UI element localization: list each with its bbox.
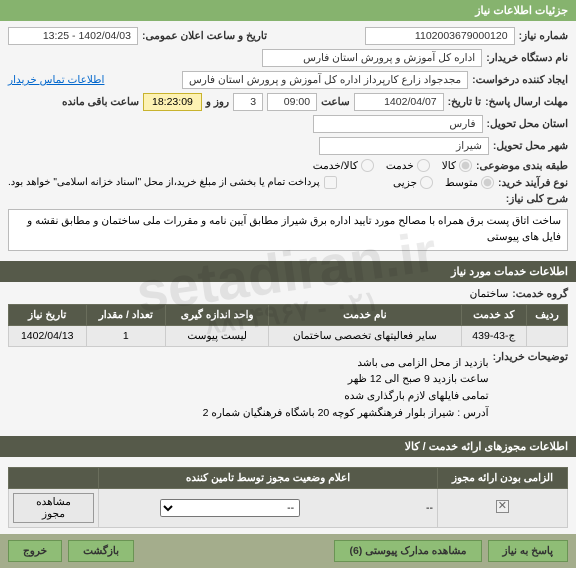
services-header-row: ردیف کد خدمت نام خدمت واحد اندازه گیری ت…: [9, 304, 568, 325]
purchase-radio-group: متوسط جزیی: [393, 176, 494, 189]
keyword-label: شرح کلی نیاز:: [506, 193, 568, 205]
creator-value: مجدجواد زارع کارپرداز اداره کل آموزش و پ…: [182, 71, 468, 89]
at-label: ساعت: [321, 96, 350, 108]
province-value: فارس: [313, 115, 483, 133]
cell-name: سایر فعالیتهای تخصصی ساختمان: [269, 325, 461, 346]
topic-class-label: طبقه بندی موضوعی:: [476, 160, 568, 172]
radio-both[interactable]: کالا/خدمت: [313, 159, 374, 172]
perm-dash: --: [426, 502, 433, 514]
note-line: بازدید از محل الزامی می باشد: [203, 355, 489, 372]
days-label: روز و: [206, 96, 229, 108]
topic-radio-group: کالا خدمت کالا/خدمت: [313, 159, 472, 172]
contact-link[interactable]: اطلاعات تماس خریدار: [8, 74, 104, 86]
pay-note-check: پرداخت تمام یا بخشی از مبلغ خرید،از محل …: [8, 176, 337, 189]
cell-qty: 1: [86, 325, 166, 346]
buyer-note-label: توضیحات خریدار:: [493, 351, 568, 363]
permits-section-title: اطلاعات مجوزهای ارائه خدمت / کالا: [0, 436, 576, 457]
cell-row: [527, 325, 568, 346]
perm-status-cell: -- --: [99, 488, 438, 527]
province-label: استان محل تحویل:: [487, 118, 568, 130]
perm-status-select[interactable]: --: [160, 499, 300, 517]
need-no-label: شماره نیاز:: [519, 30, 568, 42]
note-line: تمامی فایلهای لازم بارگذاری شده: [203, 388, 489, 405]
panel-title: جزئیات اطلاعات نیاز: [0, 0, 576, 21]
device-label: نام دستگاه خریدار:: [486, 52, 568, 64]
note-line: ساعت بازدید 9 صبح الی 12 ظهر: [203, 371, 489, 388]
radio-small[interactable]: جزیی: [393, 176, 433, 189]
perm-col-mandatory: الزامی بودن ارائه مجوز: [438, 467, 568, 488]
attachments-button[interactable]: مشاهده مدارک پیوستی (6): [334, 540, 481, 562]
radio-medium[interactable]: متوسط: [445, 176, 494, 189]
main-panel: جزئیات اطلاعات نیاز شماره نیاز: 11020036…: [0, 0, 576, 568]
services-table: ردیف کد خدمت نام خدمت واحد اندازه گیری ت…: [8, 304, 568, 347]
col-date: تاریخ نیاز: [9, 304, 87, 325]
col-name: نام خدمت: [269, 304, 461, 325]
purchase-type-label: نوع فرآیند خرید:: [498, 177, 568, 189]
until-date: 1402/04/07: [354, 93, 444, 111]
cell-unit: لیست پیوست: [166, 325, 269, 346]
perm-col-status: اعلام وضعیت مجوز توسط تامین کننده: [99, 467, 438, 488]
creator-label: ایجاد کننده درخواست:: [472, 74, 568, 86]
col-code: کد خدمت: [461, 304, 526, 325]
perm-row: -- -- مشاهده مجوز: [9, 488, 568, 527]
col-row: ردیف: [527, 304, 568, 325]
days-val: 3: [233, 93, 263, 111]
exit-button[interactable]: خروج: [8, 540, 62, 562]
col-qty: تعداد / مقدار: [86, 304, 166, 325]
note-line: آدرس : شیراز بلوار فرهنگشهر کوچه 20 باشگ…: [203, 405, 489, 422]
mandatory-checkbox-icon: [496, 500, 509, 513]
perm-col-action: [9, 467, 99, 488]
deadline-label: مهلت ارسال پاسخ:: [485, 96, 568, 108]
need-no-value: 1102003679000120: [365, 27, 515, 45]
remain-time: 18:23:09: [143, 93, 202, 111]
group-value: ساختمان: [470, 288, 509, 300]
device-value: اداره کل آموزش و پرورش استان فارس: [262, 49, 482, 67]
announce-label: تاریخ و ساعت اعلان عمومی:: [142, 30, 267, 42]
radio-service[interactable]: خدمت: [386, 159, 430, 172]
radio-goods[interactable]: کالا: [442, 159, 472, 172]
at-time: 09:00: [267, 93, 317, 111]
services-section-title: اطلاعات خدمات مورد نیاز: [0, 261, 576, 282]
remain-label: ساعت باقی مانده: [62, 96, 139, 108]
buyer-note: بازدید از محل الزامی می باشد ساعت بازدید…: [203, 351, 489, 426]
until-label: تا تاریخ:: [448, 96, 481, 108]
table-row: ج-43-439 سایر فعالیتهای تخصصی ساختمان لی…: [9, 325, 568, 346]
view-permit-button[interactable]: مشاهده مجوز: [13, 493, 94, 523]
cell-date: 1402/04/13: [9, 325, 87, 346]
form-area: شماره نیاز: 1102003679000120 تاریخ و ساع…: [0, 21, 576, 261]
col-unit: واحد اندازه گیری: [166, 304, 269, 325]
perm-mandatory-cell: [438, 488, 568, 527]
permits-table: الزامی بودن ارائه مجوز اعلام وضعیت مجوز …: [8, 467, 568, 528]
cell-code: ج-43-439: [461, 325, 526, 346]
perm-action-cell: مشاهده مجوز: [9, 488, 99, 527]
city-value: شیراز: [319, 137, 489, 155]
city-label: شهر محل تحویل:: [493, 140, 568, 152]
keyword-text: ساخت اتاق پست برق همراه با مصالح مورد تا…: [8, 209, 568, 251]
group-label: گروه خدمت:: [512, 288, 568, 300]
announce-value: 1402/04/03 - 13:25: [8, 27, 138, 45]
reply-button[interactable]: پاسخ به نیاز: [488, 540, 568, 562]
back-button[interactable]: بازگشت: [68, 540, 134, 562]
footer-bar: پاسخ به نیاز مشاهده مدارک پیوستی (6) باز…: [0, 534, 576, 568]
